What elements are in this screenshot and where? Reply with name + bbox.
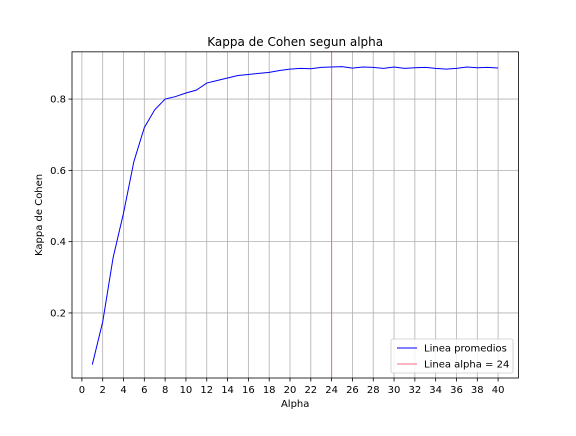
x-tick-label: 4 [120, 385, 126, 396]
x-tick-label: 30 [388, 385, 401, 396]
x-tick-label: 0 [79, 385, 85, 396]
x-tick-label: 24 [325, 385, 338, 396]
x-tick-label: 26 [346, 385, 359, 396]
x-tick-label: 20 [284, 385, 297, 396]
y-tick-label: 0.2 [50, 308, 66, 319]
x-tick-label: 40 [492, 385, 505, 396]
x-tick-label: 32 [408, 385, 421, 396]
legend: Linea promedios Linea alpha = 24 [390, 338, 514, 374]
y-axis-label: Kappa de Cohen [34, 174, 45, 256]
x-tick-label: 28 [367, 385, 380, 396]
legend-label-linea-promedios: Linea promedios [424, 344, 507, 355]
x-tick-label: 14 [221, 385, 234, 396]
x-tick-label: 22 [304, 385, 317, 396]
x-tick-label: 16 [242, 385, 255, 396]
x-tick-label: 6 [141, 385, 147, 396]
x-axis-label: Alpha [281, 399, 309, 410]
x-axis-ticks: 0 2 4 6 8 10 12 14 16 18 20 22 24 26 28 30 32 34 36 38 40 [79, 378, 505, 396]
x-tick-label: 18 [263, 385, 276, 396]
legend-label-linea-alpha: Linea alpha = 24 [424, 360, 509, 371]
series-line-promedios [91, 66, 499, 365]
y-tick-label: 0.8 [50, 95, 66, 106]
plot-area [72, 51, 519, 379]
x-tick-label: 10 [180, 385, 193, 396]
y-axis-ticks: 0.2 0.4 0.6 0.8 [50, 95, 72, 319]
y-tick-label: 0.4 [50, 237, 66, 248]
plot-frame [71, 51, 519, 379]
chart-title: Kappa de Cohen segun alpha [207, 35, 383, 49]
legend-box [390, 338, 514, 374]
x-tick-label: 12 [200, 385, 213, 396]
series-layer [91, 66, 499, 365]
x-tick-label: 2 [100, 385, 106, 396]
y-tick-label: 0.6 [50, 166, 66, 177]
x-tick-label: 34 [429, 385, 442, 396]
x-tick-label: 8 [162, 385, 168, 396]
x-tick-label: 38 [471, 385, 484, 396]
x-tick-label: 36 [450, 385, 463, 396]
grid-lines [72, 51, 519, 378]
